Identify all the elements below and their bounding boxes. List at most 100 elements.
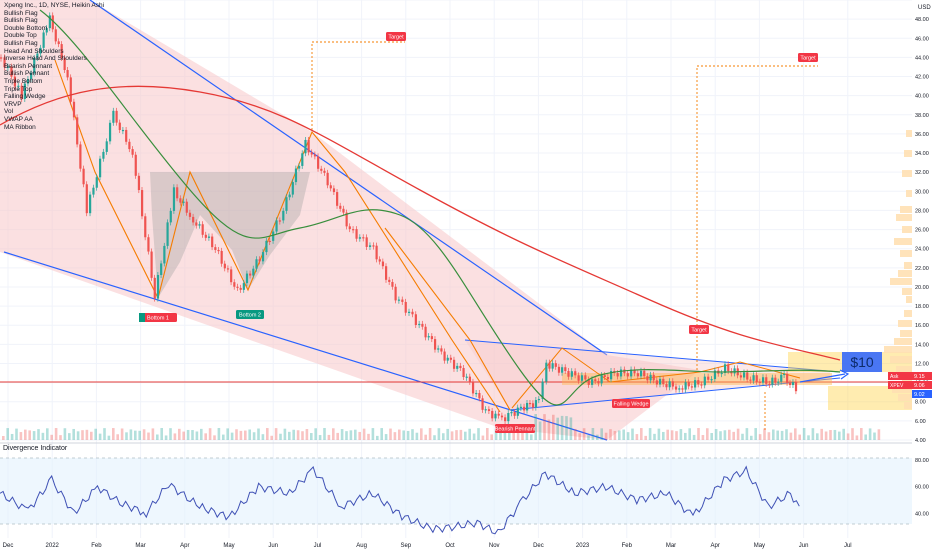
candle [662, 378, 665, 385]
volume-bar [433, 435, 436, 440]
candle [551, 363, 554, 369]
candle [494, 413, 497, 419]
legend-item[interactable]: Double Top [4, 32, 37, 40]
x-tick-label: Jul [314, 543, 322, 549]
legend-item[interactable]: Vol [4, 108, 14, 116]
x-tick-label: Aug [356, 543, 367, 549]
x-tick-label: Feb [622, 543, 633, 549]
candle [0, 57, 3, 59]
candle [60, 44, 63, 59]
volume-profile-bar [900, 250, 912, 257]
volume-bar [208, 428, 212, 440]
legend-item[interactable]: VWAP AA [4, 115, 33, 123]
volume-bar [389, 428, 392, 440]
ma-red-line [0, 85, 841, 361]
volume-bar [318, 435, 322, 440]
volume-bar [420, 428, 423, 440]
volume-bar [222, 434, 225, 440]
candle [182, 201, 185, 203]
volume-bar [376, 435, 379, 440]
ask-tag-box [888, 372, 912, 380]
indicator-tick-label: 80.00 [915, 458, 929, 464]
symbol-title[interactable]: Xpeng Inc., 1D, NYSE, Heikin Ashi [4, 2, 105, 9]
legend-item[interactable]: Bullish Flag [4, 17, 38, 25]
bottom-1-marker [139, 313, 145, 322]
legend-item[interactable]: Head And Shoulders [4, 47, 64, 55]
y-tick-label: 8.00 [915, 400, 926, 406]
volume-bar [499, 432, 502, 440]
volume-bar [565, 416, 568, 440]
volume-bar [798, 434, 801, 440]
candle [528, 402, 532, 405]
candle [394, 286, 397, 301]
legend-item[interactable]: Bullish Flag [4, 39, 38, 47]
volume-bar [455, 430, 458, 440]
y-tick-label: 16.00 [915, 323, 929, 329]
legend-item[interactable]: Triple Bottom [4, 77, 43, 85]
candle [98, 158, 102, 178]
candle [163, 245, 166, 264]
candle [507, 413, 510, 422]
volume-bar [68, 433, 71, 440]
volume-bar [754, 428, 757, 440]
volume-bar [688, 428, 691, 440]
volume-bar [288, 431, 291, 440]
candle [643, 370, 646, 377]
legend-item[interactable]: Inverse Head And Shoulders [4, 55, 87, 63]
volume-bar [336, 432, 339, 440]
candle [668, 381, 671, 388]
candle [304, 139, 307, 154]
volume-profile-bar [898, 320, 912, 327]
candle [63, 58, 66, 71]
candle [537, 398, 541, 401]
volume-bar [692, 434, 696, 440]
candle [332, 188, 336, 193]
candle [378, 259, 381, 262]
candle [298, 165, 301, 169]
candle [385, 266, 388, 280]
candle [137, 175, 141, 191]
volume-bar [2, 436, 5, 440]
volume-profile-bar [896, 366, 912, 373]
volume-bar [631, 428, 634, 440]
candle [42, 32, 45, 48]
volume-bar [10, 433, 14, 440]
legend-item[interactable]: Triple Top [4, 85, 33, 93]
legend-item[interactable]: VRVP [4, 100, 22, 108]
legend-item[interactable]: Bullish Pennant [4, 70, 50, 78]
y-tick-label: 38.00 [915, 113, 929, 119]
candle [10, 66, 13, 77]
volume-bar [816, 433, 819, 440]
candle [424, 326, 427, 338]
volume-bar [226, 428, 229, 440]
volume-bar [763, 428, 766, 440]
x-tick-label: 2023 [576, 543, 590, 549]
legend-item[interactable]: MA Ribbon [4, 123, 36, 131]
candle [777, 381, 780, 383]
volume-bar [164, 435, 168, 440]
legend-item[interactable]: Double Bottom [4, 24, 47, 32]
volume-bar [569, 417, 573, 440]
volume-bar [582, 428, 586, 440]
legend-item[interactable]: Falling Wedge [4, 93, 46, 101]
candle [513, 412, 516, 416]
wedge-lower-line [3, 251, 608, 441]
volume-bar [811, 428, 815, 440]
volume-bar [644, 435, 647, 440]
zone-rect [562, 373, 832, 385]
volume-bar [723, 430, 727, 440]
candle [54, 29, 57, 42]
y-tick-label: 40.00 [915, 94, 929, 100]
candle [786, 373, 789, 383]
volume-bar [191, 430, 194, 440]
volume-bar [54, 428, 58, 440]
candle [13, 76, 16, 87]
candle [48, 15, 51, 29]
candle [30, 73, 33, 79]
candle [317, 156, 320, 169]
legend-item[interactable]: Bearish Pennant [4, 62, 53, 70]
legend-item[interactable]: Bullish Flag [4, 9, 38, 17]
candle [591, 379, 594, 385]
